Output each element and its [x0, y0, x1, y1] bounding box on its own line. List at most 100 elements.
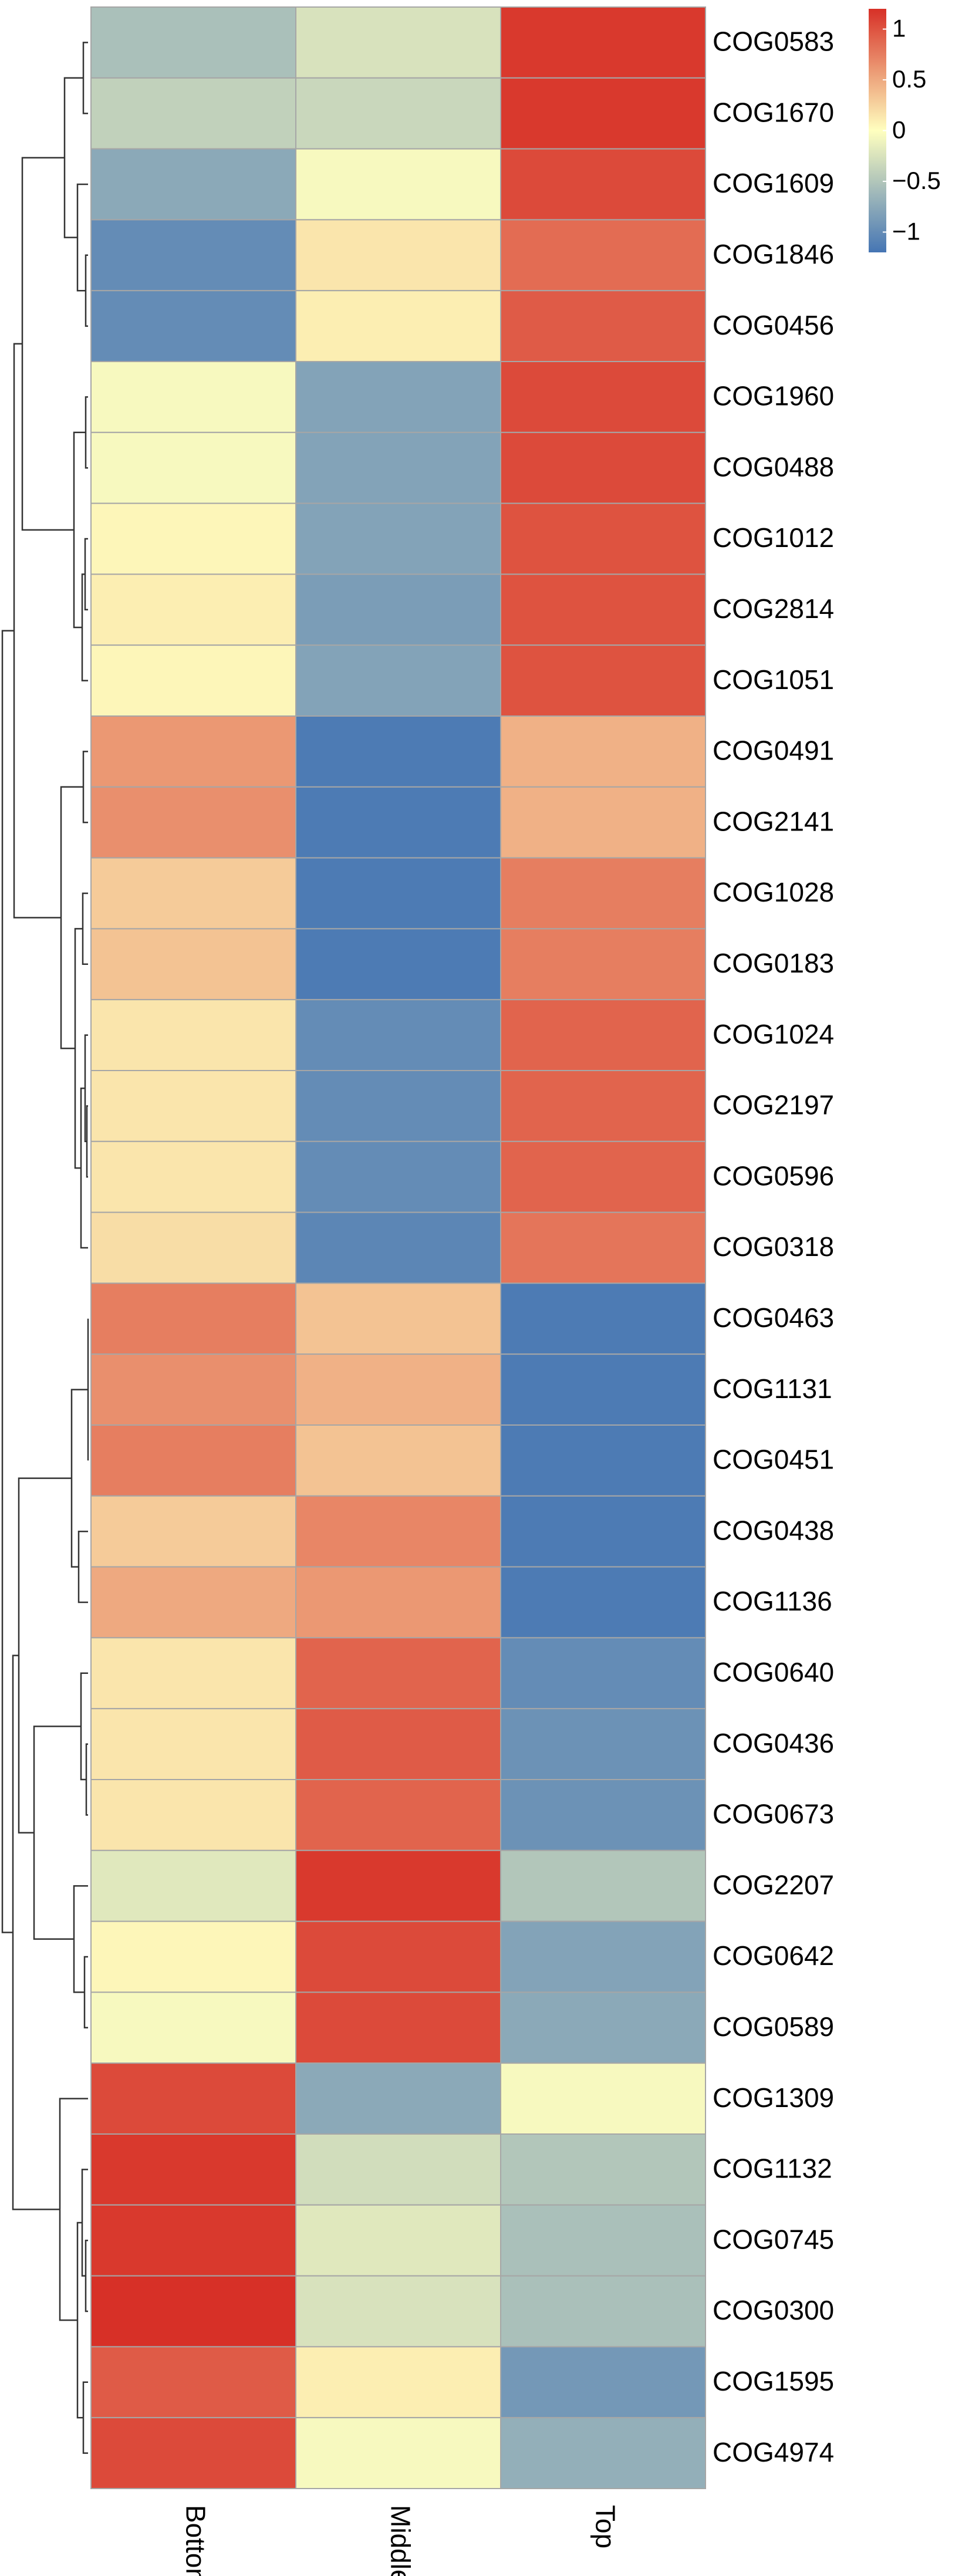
- row-label: COG2197: [713, 1090, 834, 1120]
- heatmap-cell: [500, 1708, 706, 1780]
- legend-tick-label: −1: [892, 218, 920, 245]
- row-label: COG0642: [713, 1940, 834, 1971]
- row-label: COG0456: [713, 310, 834, 340]
- heatmap-cell: [500, 77, 706, 150]
- heatmap-cell: [90, 1140, 296, 1213]
- heatmap-cell: [295, 1991, 501, 2064]
- heatmap-cell: [90, 928, 296, 1001]
- row-labels: COG0583 COG1670 COG1609 COG1846 COG0456 COG19…: [713, 26, 834, 2467]
- dendrogram-branch: [85, 254, 88, 327]
- heatmap-cell: [500, 431, 706, 504]
- dendrogram-branch: [76, 183, 88, 292]
- heatmap-cell: [500, 361, 706, 433]
- heatmap-cell: [295, 1140, 501, 1213]
- heatmap-cell: [500, 786, 706, 859]
- heatmap-cell: [295, 2275, 501, 2348]
- heatmap-cell: [295, 219, 501, 292]
- heatmap-cell: [90, 857, 296, 930]
- heatmap-cell: [90, 1282, 296, 1355]
- row-label: COG0745: [713, 2224, 834, 2254]
- row-label: COG1960: [713, 381, 834, 411]
- heatmap-cell: [500, 290, 706, 363]
- heatmap-cell: [90, 6, 296, 79]
- heatmap-cell: [500, 2417, 706, 2490]
- heatmap-cell: [90, 2133, 296, 2206]
- row-label: COG0488: [713, 451, 834, 482]
- heatmap-cell: [90, 148, 296, 221]
- dendrogram-branch: [1, 630, 14, 1933]
- heatmap-cell: [90, 1708, 296, 1780]
- heatmap-cell: [90, 1920, 296, 1993]
- heatmap-cell: [90, 2204, 296, 2277]
- heatmap-cell: [295, 148, 501, 221]
- dendrogram-branch: [84, 538, 88, 611]
- dendrogram-branch: [77, 1530, 88, 1603]
- heatmap-cell: [500, 1920, 706, 1993]
- dendrogram-branch: [86, 1105, 88, 1178]
- heatmap-cell: [295, 715, 501, 788]
- heatmap-cell: [500, 219, 706, 292]
- heatmap-cell: [295, 573, 501, 646]
- row-label: COG1595: [713, 2366, 834, 2396]
- row-label: COG1309: [713, 2082, 834, 2113]
- dendrogram-branch: [85, 396, 88, 469]
- heatmap-cell: [500, 6, 706, 79]
- heatmap-cell: [500, 1495, 706, 1568]
- heatmap-cell: [500, 1070, 706, 1142]
- heatmap-cell: [90, 715, 296, 788]
- heatmap-cell: [90, 219, 296, 292]
- heatmap-cell: [295, 857, 501, 930]
- heatmap-cell: [90, 290, 296, 363]
- legend-tick-label: −0.5: [892, 167, 941, 194]
- heatmap-cell: [295, 1637, 501, 1710]
- heatmap-cell: [295, 644, 501, 717]
- row-label: COG4974: [713, 2437, 834, 2467]
- heatmap-cell: [500, 1991, 706, 2064]
- heatmap-cell: [500, 644, 706, 717]
- dendrogram-branch: [82, 2381, 88, 2454]
- heatmap-cell: [90, 1495, 296, 1568]
- dendrogram-branch: [12, 1655, 60, 2210]
- heatmap-cells: [90, 6, 706, 2490]
- legend-tick-label: 0: [892, 116, 906, 144]
- dendrogram-branch: [73, 1885, 88, 1993]
- dendrogram-branch: [82, 892, 88, 965]
- heatmap-cell: [295, 2062, 501, 2135]
- row-label: COG0438: [713, 1515, 834, 1545]
- heatmap-cell: [295, 786, 501, 859]
- row-label: COG2207: [713, 1869, 834, 1900]
- heatmap-cell: [90, 1849, 296, 1922]
- heatmap-cell: [90, 1353, 296, 1426]
- heatmap-cell: [500, 1353, 706, 1426]
- row-label: COG0491: [713, 735, 834, 766]
- heatmap-cell: [90, 573, 296, 646]
- heatmap-cell: [500, 857, 706, 930]
- heatmap-cell: [295, 290, 501, 363]
- heatmap-cell: [500, 1211, 706, 1284]
- heatmap-cell: [295, 1920, 501, 1993]
- heatmap-cell: [295, 2204, 501, 2277]
- row-label: COG0583: [713, 26, 834, 57]
- dendrogram-branch: [73, 431, 86, 629]
- heatmap-cell: [90, 644, 296, 717]
- heatmap-cell: [500, 2133, 706, 2206]
- row-label: COG0640: [713, 1657, 834, 1687]
- heatmap-cell: [90, 77, 296, 150]
- heatmap-cell: [500, 1140, 706, 1213]
- legend-tick-label: 1: [892, 15, 906, 42]
- heatmap-cell: [295, 1779, 501, 1851]
- heatmap-cell: [295, 1424, 501, 1497]
- column-label: Top: [590, 2505, 620, 2548]
- row-label: COG1132: [713, 2153, 832, 2184]
- heatmap-cell: [90, 1211, 296, 1284]
- heatmap-cell: [90, 1991, 296, 2064]
- heatmap-cell: [90, 1424, 296, 1497]
- dendrogram-branch: [13, 343, 61, 919]
- heatmap-cell: [295, 2133, 501, 2206]
- row-label: COG1609: [713, 168, 834, 198]
- heatmap-cell: [500, 2062, 706, 2135]
- heatmap-cell: [90, 786, 296, 859]
- heatmap-cell: [500, 1849, 706, 1922]
- heatmap-cell: [500, 1282, 706, 1355]
- legend-tick-label: 0.5: [892, 65, 926, 93]
